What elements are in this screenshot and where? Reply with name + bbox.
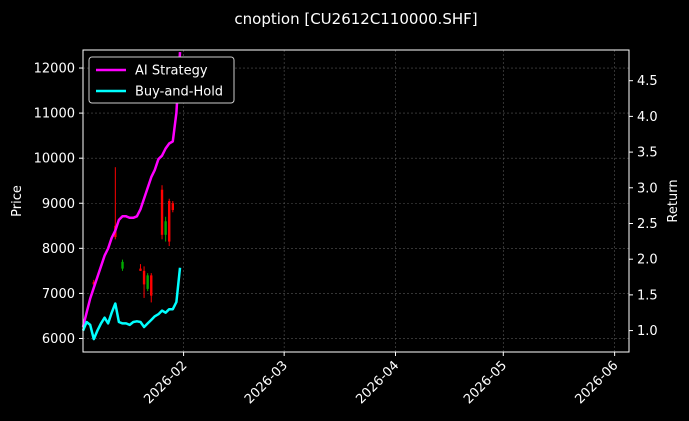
y2-tick-label: 1.5 — [637, 288, 658, 303]
legend-label-ai-strategy: AI Strategy — [135, 64, 208, 79]
y2-tick-label: 2.5 — [637, 217, 658, 232]
grid-layer — [83, 50, 629, 352]
y-tick-label: 7000 — [42, 287, 75, 302]
y-tick-label: 9000 — [42, 197, 75, 212]
y-tick-label: 11000 — [34, 107, 75, 122]
candle-body — [139, 268, 142, 271]
candle-body — [142, 270, 146, 285]
y2-tick-label: 4.5 — [637, 74, 658, 89]
y2-tick-label: 1.0 — [637, 324, 658, 339]
candle-body — [168, 201, 171, 242]
y2-tick-label: 4.0 — [637, 110, 658, 125]
y2-tick-label: 3.0 — [637, 181, 658, 196]
candle-body — [121, 261, 124, 269]
y-axis-label: Price — [10, 185, 25, 217]
candle-body — [160, 189, 164, 235]
series-line-buy-and-hold — [81, 267, 182, 341]
candle-layer — [92, 167, 175, 303]
candle-body — [92, 282, 95, 285]
y-tick-label: 10000 — [34, 152, 75, 167]
y2-tick-label: 3.5 — [637, 146, 658, 161]
series-line-ai-strategy — [81, 52, 182, 328]
y2-tick-label: 2.0 — [637, 253, 658, 268]
candle-body — [150, 275, 153, 296]
candle-body — [164, 221, 167, 235]
line-layer — [81, 52, 182, 341]
y-tick-label: 8000 — [42, 242, 75, 257]
y-tick-label: 6000 — [42, 332, 75, 347]
chart-title: cnoption [CU2612C110000.SHF] — [234, 10, 477, 28]
plot-frame — [82, 49, 630, 353]
legend: AI Strategy Buy-and-Hold — [88, 56, 235, 104]
legend-label-buy-and-hold: Buy-and-Hold — [135, 85, 223, 100]
candle-body — [146, 275, 149, 289]
candle-body — [171, 203, 175, 211]
y-tick-label: 12000 — [34, 62, 75, 77]
y2-axis-label: Return — [666, 179, 681, 222]
